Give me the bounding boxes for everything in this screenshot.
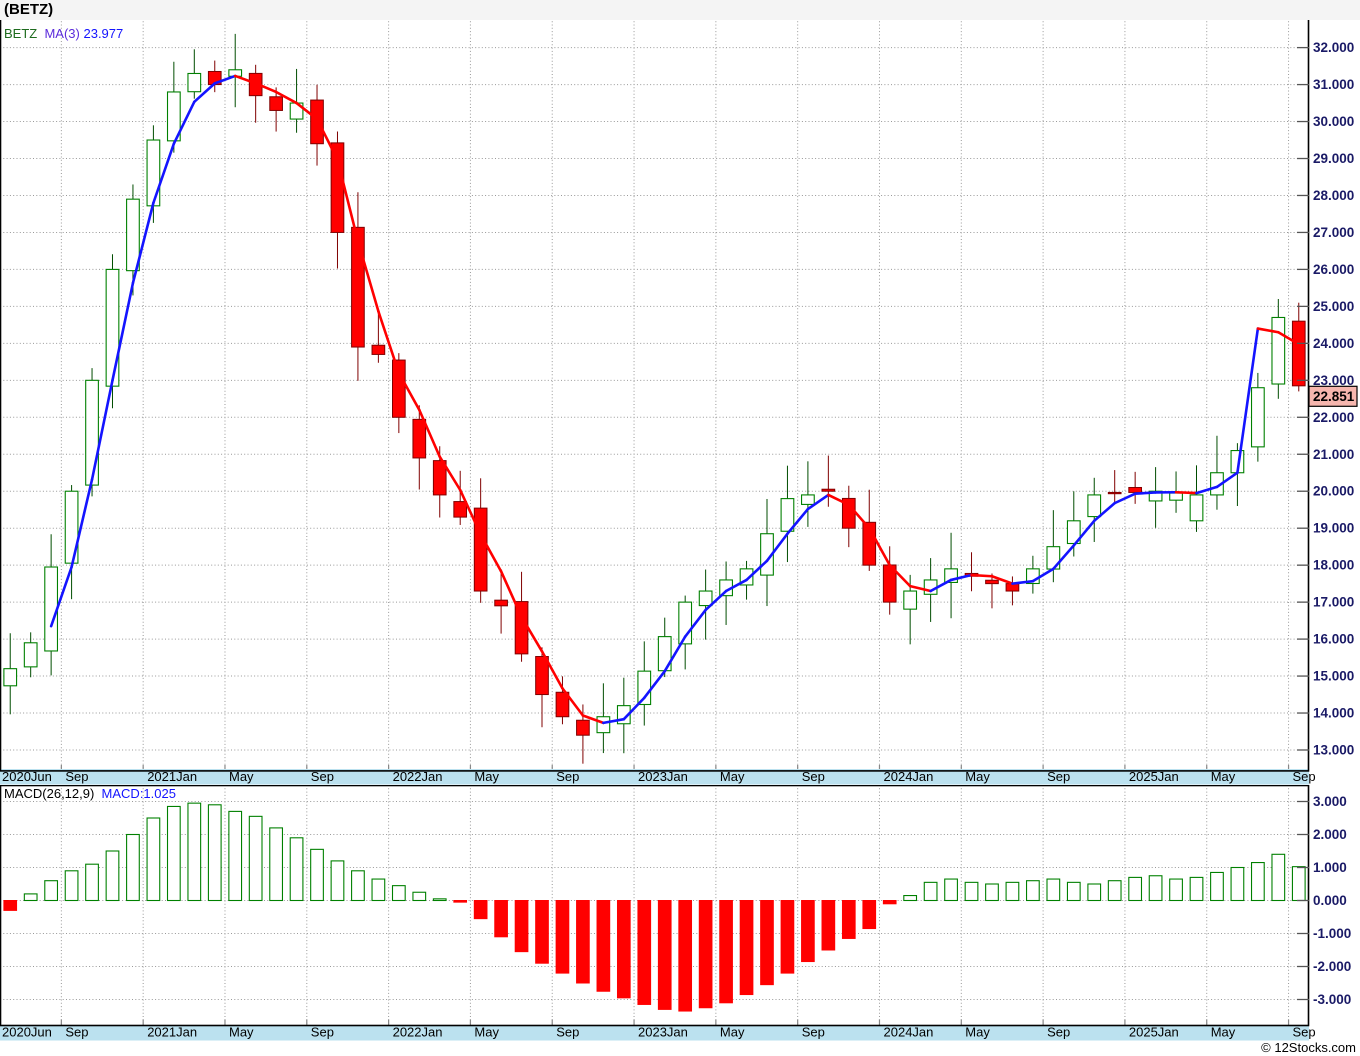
svg-text:31.000: 31.000 <box>1313 77 1354 92</box>
svg-text:16.000: 16.000 <box>1313 632 1354 647</box>
svg-text:Sep: Sep <box>311 1025 334 1040</box>
svg-text:0.000: 0.000 <box>1313 893 1347 908</box>
svg-text:14.000: 14.000 <box>1313 706 1354 721</box>
svg-text:26.000: 26.000 <box>1313 262 1354 277</box>
svg-text:22.000: 22.000 <box>1313 410 1354 425</box>
svg-text:20.000: 20.000 <box>1313 484 1354 499</box>
svg-text:May: May <box>229 1025 254 1040</box>
svg-text:22.851: 22.851 <box>1313 389 1355 404</box>
svg-text:-3.000: -3.000 <box>1313 992 1351 1007</box>
svg-text:23.000: 23.000 <box>1313 373 1354 388</box>
svg-text:15.000: 15.000 <box>1313 669 1354 684</box>
svg-text:2020Jun: 2020Jun <box>2 1025 52 1040</box>
svg-text:28.000: 28.000 <box>1313 188 1354 203</box>
svg-text:3.000: 3.000 <box>1313 794 1347 809</box>
svg-text:30.000: 30.000 <box>1313 114 1354 129</box>
svg-text:May: May <box>965 1025 990 1040</box>
svg-text:Sep: Sep <box>802 1025 825 1040</box>
svg-text:13.000: 13.000 <box>1313 743 1354 758</box>
svg-text:Sep: Sep <box>1047 1025 1070 1040</box>
svg-text:May: May <box>474 1025 499 1040</box>
svg-text:18.000: 18.000 <box>1313 558 1354 573</box>
svg-text:2.000: 2.000 <box>1313 827 1347 842</box>
svg-text:Sep: Sep <box>556 1025 579 1040</box>
svg-text:19.000: 19.000 <box>1313 521 1354 536</box>
svg-text:2021Jan: 2021Jan <box>147 1025 197 1040</box>
svg-text:21.000: 21.000 <box>1313 447 1354 462</box>
svg-text:25.000: 25.000 <box>1313 299 1354 314</box>
svg-text:1.000: 1.000 <box>1313 860 1347 875</box>
svg-text:Sep: Sep <box>1293 1025 1316 1040</box>
svg-text:27.000: 27.000 <box>1313 225 1354 240</box>
svg-text:-1.000: -1.000 <box>1313 926 1351 941</box>
svg-text:2025Jan: 2025Jan <box>1129 1025 1179 1040</box>
svg-text:32.000: 32.000 <box>1313 40 1354 55</box>
svg-text:24.000: 24.000 <box>1313 336 1354 351</box>
svg-text:-2.000: -2.000 <box>1313 959 1351 974</box>
svg-text:2023Jan: 2023Jan <box>638 1025 688 1040</box>
svg-text:29.000: 29.000 <box>1313 151 1354 166</box>
svg-text:17.000: 17.000 <box>1313 595 1354 610</box>
svg-text:2024Jan: 2024Jan <box>884 1025 934 1040</box>
svg-text:May: May <box>720 1025 745 1040</box>
svg-text:May: May <box>1211 1025 1236 1040</box>
svg-text:2022Jan: 2022Jan <box>393 1025 443 1040</box>
svg-text:Sep: Sep <box>65 1025 88 1040</box>
